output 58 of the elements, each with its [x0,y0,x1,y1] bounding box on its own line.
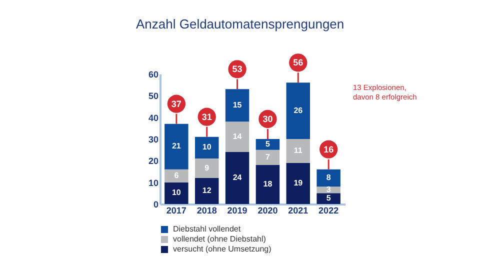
bar [164,169,188,182]
y-tick-label: 30 [148,134,158,144]
total-label: 53 [232,64,242,74]
bar [164,124,188,170]
y-tick-label: 50 [148,91,158,102]
data-label: 18 [263,180,273,188]
total-label: 30 [262,114,273,124]
bar [286,82,310,139]
total-label: 37 [171,98,182,109]
y-tick-label: 60 [148,70,158,80]
data-label: 7 [265,152,270,162]
x-tick-label: 2018 [196,206,217,216]
data-label: 3 [326,184,332,194]
data-label: 10 [172,188,182,198]
legend-label: vollendet (ohne Diebstahl) [173,234,266,244]
data-label: 19 [294,178,304,188]
bar [316,193,340,204]
bar [194,158,219,178]
x-tick-label: 2020 [258,206,278,216]
x-tick-label: 2017 [166,206,186,216]
data-label: 15 [232,100,242,110]
total-label: 31 [202,112,212,122]
data-label: 5 [326,194,332,203]
bar [286,162,310,204]
y-tick-label: 10 [148,178,158,188]
bar [256,150,280,165]
data-label: 12 [202,186,212,195]
legend-label: Diebstahl vollendet [173,224,242,234]
legend-label: versucht (ohne Umsetzung) [173,244,272,254]
x-tick-label: 2021 [288,206,308,216]
data-label: 5 [265,139,270,148]
bar [164,182,188,204]
data-label: 6 [174,170,180,180]
x-tick-label: 2022 [318,206,339,216]
bar [256,139,280,150]
x-tick-label: 2019 [227,206,248,216]
bar [194,136,219,158]
bar [256,165,280,204]
data-label: 8 [326,173,332,182]
data-label: 24 [232,173,242,182]
bar [286,139,310,163]
chart-title: Anzahl Geldautomatensprengungen [136,16,344,32]
data-label: 11 [294,146,303,155]
bar [316,169,340,187]
data-label: 10 [202,142,212,152]
bar [194,178,219,204]
data-label: 21 [172,142,182,151]
total-label: 16 [324,144,334,154]
data-label: 14 [232,132,242,141]
y-tick-label: 40 [148,112,158,123]
bar [225,122,250,152]
bar [225,152,250,204]
data-label: 26 [294,106,304,115]
y-tick-label: 20 [148,156,158,166]
bar [225,89,250,122]
data-label: 9 [204,163,210,172]
y-tick-label: 0 [153,200,158,210]
total-label: 56 [293,58,304,68]
